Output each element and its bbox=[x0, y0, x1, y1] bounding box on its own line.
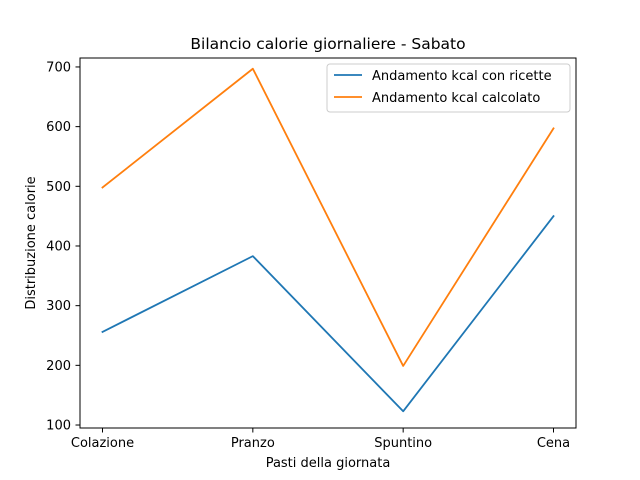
y-axis-label: Distribuzione calorie bbox=[24, 176, 39, 309]
series-layer bbox=[101, 67, 555, 413]
y-tick-label: 200 bbox=[46, 359, 71, 374]
series-line-2 bbox=[101, 67, 555, 367]
y-tick-label: 400 bbox=[46, 239, 71, 254]
plot-area-frame bbox=[79, 57, 577, 429]
x-tick-label: Cena bbox=[537, 436, 570, 451]
x-tick-label: Spuntino bbox=[374, 436, 432, 451]
legend-box bbox=[326, 63, 571, 113]
x-tick-label: Pranzo bbox=[231, 436, 275, 451]
y-tick-label: 300 bbox=[46, 299, 71, 314]
x-axis-label: Pasti della giornata bbox=[266, 456, 391, 471]
y-tick-label: 700 bbox=[46, 60, 71, 75]
chart-title: Bilancio calorie giornaliere - Sabato bbox=[190, 35, 465, 53]
y-axis: 100 200 300 400 500 600 700 bbox=[46, 60, 80, 434]
x-tick-label: Colazione bbox=[71, 436, 134, 451]
legend-label-series-1: Andamento kcal con ricette bbox=[372, 69, 552, 84]
x-axis: Colazione Pranzo Spuntino Cena bbox=[71, 428, 570, 451]
legend-label-series-2: Andamento kcal calcolato bbox=[372, 91, 540, 106]
series-line-1 bbox=[101, 214, 555, 413]
y-tick-label: 600 bbox=[46, 120, 71, 135]
legend: Andamento kcal con ricette Andamento kca… bbox=[326, 63, 571, 113]
y-tick-label: 500 bbox=[46, 180, 71, 195]
y-tick-label: 100 bbox=[46, 419, 71, 434]
